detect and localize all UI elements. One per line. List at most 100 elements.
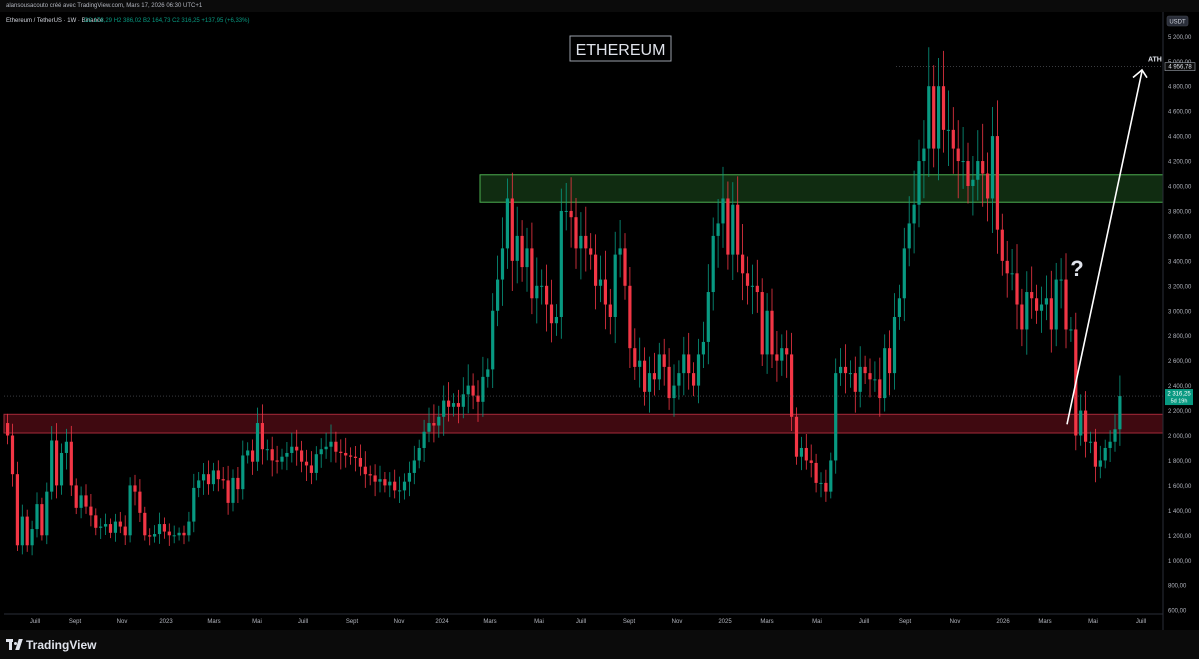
candle[interactable] — [177, 527, 181, 541]
candle[interactable] — [398, 476, 402, 504]
candle[interactable] — [432, 404, 436, 443]
candle[interactable] — [236, 466, 240, 504]
candle[interactable] — [128, 477, 132, 543]
candle[interactable] — [329, 424, 333, 463]
candle[interactable] — [677, 360, 681, 400]
candle[interactable] — [863, 355, 867, 385]
candle[interactable] — [1005, 240, 1009, 298]
candle[interactable] — [986, 152, 990, 222]
candle[interactable] — [476, 380, 480, 422]
candle[interactable] — [466, 364, 470, 414]
candle[interactable] — [1010, 249, 1014, 291]
candle[interactable] — [402, 473, 407, 500]
candle[interactable] — [569, 177, 573, 248]
tradingview-logo[interactable]: TradingView — [6, 638, 96, 652]
candle[interactable] — [74, 478, 78, 515]
candle[interactable] — [613, 231, 617, 344]
candle[interactable] — [912, 170, 916, 254]
candle[interactable] — [79, 486, 83, 519]
candle[interactable] — [1098, 445, 1102, 479]
candle[interactable] — [1000, 213, 1004, 276]
candle[interactable] — [251, 439, 255, 475]
candle[interactable] — [638, 337, 642, 388]
candle[interactable] — [486, 358, 490, 388]
candle[interactable] — [143, 506, 147, 541]
candle[interactable] — [839, 348, 843, 386]
candle[interactable] — [765, 293, 769, 374]
candle[interactable] — [15, 461, 19, 552]
candle[interactable] — [687, 332, 691, 390]
candle[interactable] — [525, 227, 529, 292]
candle[interactable] — [927, 47, 931, 178]
candle[interactable] — [55, 423, 59, 499]
candle[interactable] — [745, 256, 750, 305]
candle[interactable] — [834, 358, 838, 474]
candle[interactable] — [123, 515, 127, 546]
candle[interactable] — [481, 356, 485, 417]
candle[interactable] — [711, 217, 715, 311]
candle[interactable] — [775, 330, 779, 382]
candle[interactable] — [1054, 262, 1058, 347]
candle[interactable] — [692, 362, 696, 397]
candle[interactable] — [309, 451, 313, 485]
candle[interactable] — [133, 474, 137, 506]
candle[interactable] — [496, 255, 500, 327]
candle[interactable] — [657, 342, 661, 391]
candle[interactable] — [897, 284, 901, 330]
candle[interactable] — [471, 373, 475, 410]
candle[interactable] — [344, 437, 348, 468]
candle[interactable] — [1084, 391, 1088, 458]
candle[interactable] — [971, 156, 975, 216]
candle[interactable] — [64, 428, 68, 470]
candle[interactable] — [172, 525, 176, 544]
candle[interactable] — [40, 497, 44, 541]
candle[interactable] — [995, 100, 999, 254]
candle[interactable] — [69, 425, 73, 496]
candle[interactable] — [363, 451, 367, 488]
candle[interactable] — [799, 436, 803, 471]
currency-button[interactable] — [1166, 15, 1189, 27]
candle[interactable] — [589, 233, 593, 270]
candle[interactable] — [559, 188, 563, 339]
candle[interactable] — [314, 446, 318, 481]
candle[interactable] — [790, 332, 794, 432]
candle[interactable] — [696, 338, 701, 404]
candle[interactable] — [608, 288, 612, 335]
candle[interactable] — [260, 404, 264, 465]
candle[interactable] — [1044, 275, 1048, 321]
candle[interactable] — [226, 465, 230, 515]
candle[interactable] — [755, 259, 759, 313]
candle[interactable] — [216, 460, 220, 492]
candle[interactable] — [353, 445, 358, 472]
candle[interactable] — [922, 120, 926, 199]
candle[interactable] — [814, 453, 818, 493]
candle[interactable] — [104, 513, 108, 535]
candle[interactable] — [530, 222, 534, 315]
candle[interactable] — [197, 472, 201, 498]
candle[interactable] — [716, 198, 720, 268]
candle[interactable] — [554, 304, 558, 336]
candle[interactable] — [500, 217, 505, 306]
candle[interactable] — [157, 512, 162, 544]
candle[interactable] — [750, 264, 754, 315]
candle[interactable] — [848, 360, 852, 388]
candle[interactable] — [1088, 431, 1093, 454]
candle[interactable] — [358, 444, 362, 476]
candle[interactable] — [603, 250, 607, 330]
candle[interactable] — [951, 107, 955, 174]
candle[interactable] — [1118, 375, 1122, 446]
candle[interactable] — [505, 178, 509, 269]
candle[interactable] — [1020, 288, 1024, 347]
candle[interactable] — [853, 356, 857, 413]
candle[interactable] — [1093, 428, 1097, 483]
candle[interactable] — [231, 469, 235, 512]
candle[interactable] — [35, 492, 39, 538]
candle[interactable] — [447, 382, 451, 422]
candle[interactable] — [829, 452, 833, 499]
candle[interactable] — [334, 431, 338, 463]
candle[interactable] — [89, 493, 93, 527]
candle[interactable] — [295, 429, 299, 466]
candle[interactable] — [246, 442, 250, 464]
candle[interactable] — [241, 440, 245, 500]
candle[interactable] — [187, 511, 191, 542]
